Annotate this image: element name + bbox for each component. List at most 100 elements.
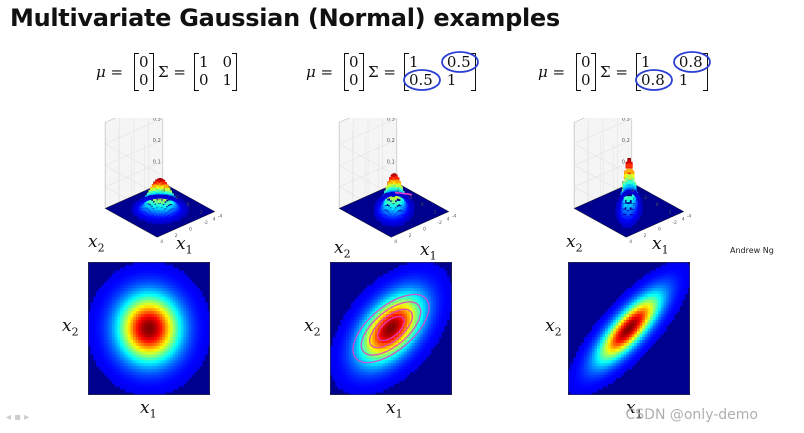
annotation-stroke [394,191,413,196]
y-tick-label: -4 [218,214,223,220]
x-tick-label: -2 [643,195,648,201]
x-tick-label: 4 [682,217,685,223]
sigma-entry: 0.8 [635,69,673,91]
z-tick-label: 0.3 [153,118,161,122]
panel-1-x1-label: x1 [140,398,157,421]
y-tick-label: 2 [644,233,647,239]
y-tick-label: 2 [409,233,412,239]
y-tick-label: 0 [658,226,661,232]
sigma-matrix: 1 0.8 0.8 1 [635,51,711,91]
slide-controls-icon[interactable]: ◂ ▪ ▸ [6,412,30,423]
x-tick-label: -4 [161,188,166,194]
mu-entry: 0 [349,53,359,71]
y-tick-label: -2 [672,220,677,226]
z-tick-label: 0.3 [387,118,395,122]
x-tick-label: 0 [421,202,424,208]
x-tick-label: -4 [630,188,635,194]
sigma-entry: 0 [199,71,209,89]
sigma-entry: 1 [641,53,651,71]
y-tick-label: 0 [189,226,192,232]
contour-annotation [377,315,405,342]
y-tick-label: 4 [394,239,397,245]
panel-2-equation: μ = 0 0 Σ = 1 0.5 0.5 1 [306,50,516,96]
mu-label: μ = [538,63,566,81]
panel-2-surface-x1-label: x1 [420,240,437,263]
x-tick-label: 2 [669,209,672,215]
y-tick-label: 2 [175,233,178,239]
sigma-label: Σ = [368,63,396,81]
panel-3-x2-label: x2 [545,316,562,339]
mu-entry: 0 [139,53,149,71]
panel-1-surface-x2-label: x2 [88,232,105,255]
mu-entry: 0 [581,71,591,89]
panel-3-surface-x1-label: x1 [652,234,669,257]
panel-1-surface-x1-label: x1 [176,234,193,257]
panel-2-x2-label: x2 [304,316,321,339]
y-tick-label: -4 [452,214,457,220]
panel-2-surface-x2-label: x2 [334,238,351,261]
x-tick-label: -4 [395,188,400,194]
sigma-entry: 1 [678,71,689,89]
panel-3-heatmap [568,262,690,395]
mu-label: μ = [306,63,334,81]
y-tick-label: -2 [203,220,208,226]
z-tick-label: 0.2 [622,138,630,144]
x-tick-label: -2 [174,195,179,201]
panel-1-x2-label: x2 [62,316,79,339]
y-tick-label: 4 [160,239,163,245]
mu-label: μ = [96,63,124,81]
sigma-entry: 0 [222,53,233,71]
watermark: CSDN @only-demo [625,407,759,423]
x-tick-label: 0 [656,202,659,208]
x-tick-label: 4 [447,217,450,223]
sigma-entry: 0.5 [403,69,441,91]
panel-2-x1-label: x1 [386,398,403,421]
z-tick-label: 0.2 [153,138,161,144]
sigma-label: Σ = [158,63,186,81]
slide-title: Multivariate Gaussian (Normal) examples [10,4,560,32]
mu-entry: 0 [139,71,149,89]
annotation-circle [403,69,441,91]
sigma-entry: 0.8 [672,51,711,73]
sigma-entry: 1 [409,53,419,71]
sigma-entry: 1 [199,53,209,71]
contour-annotation [352,293,430,364]
panel-3-equation: μ = 0 0 Σ = 1 0.8 0.8 1 [538,50,748,96]
y-tick-label: 4 [629,239,632,245]
x-tick-label: 4 [213,217,216,223]
y-tick-label: -4 [687,214,692,220]
mu-entry: 0 [581,53,591,71]
annotation-circle [635,69,673,91]
sigma-label: Σ = [600,63,628,81]
z-tick-label: 0.1 [153,159,161,165]
z-tick-label: 0.3 [622,118,630,122]
x-tick-label: 0 [187,202,190,208]
panel-2-heatmap [330,262,452,395]
z-tick-label: 0.1 [387,159,395,165]
annotation-circle [672,51,711,73]
sigma-matrix: 1 0.5 0.5 1 [403,51,479,91]
x-tick-label: -2 [408,195,413,201]
sigma-entry: 0.5 [440,51,479,73]
panel-1-equation: μ = 0 0 Σ = 1 0 0 1 [96,50,306,96]
author-credit: Andrew Ng [730,246,774,255]
panel-3-x1-label: x1 [626,398,643,421]
mu-entry: 0 [349,71,359,89]
contour-annotation [368,308,414,349]
panel-3-surface-x2-label: x2 [566,232,583,255]
contour-annotation [360,301,422,356]
sigma-entry: 1 [222,71,233,89]
y-tick-label: -2 [437,220,442,226]
sigma-entry: 1 [446,71,457,89]
x-tick-label: 2 [434,209,437,215]
z-tick-label: 0.2 [387,138,395,144]
y-tick-label: 0 [423,226,426,232]
x-tick-label: 2 [200,209,203,215]
